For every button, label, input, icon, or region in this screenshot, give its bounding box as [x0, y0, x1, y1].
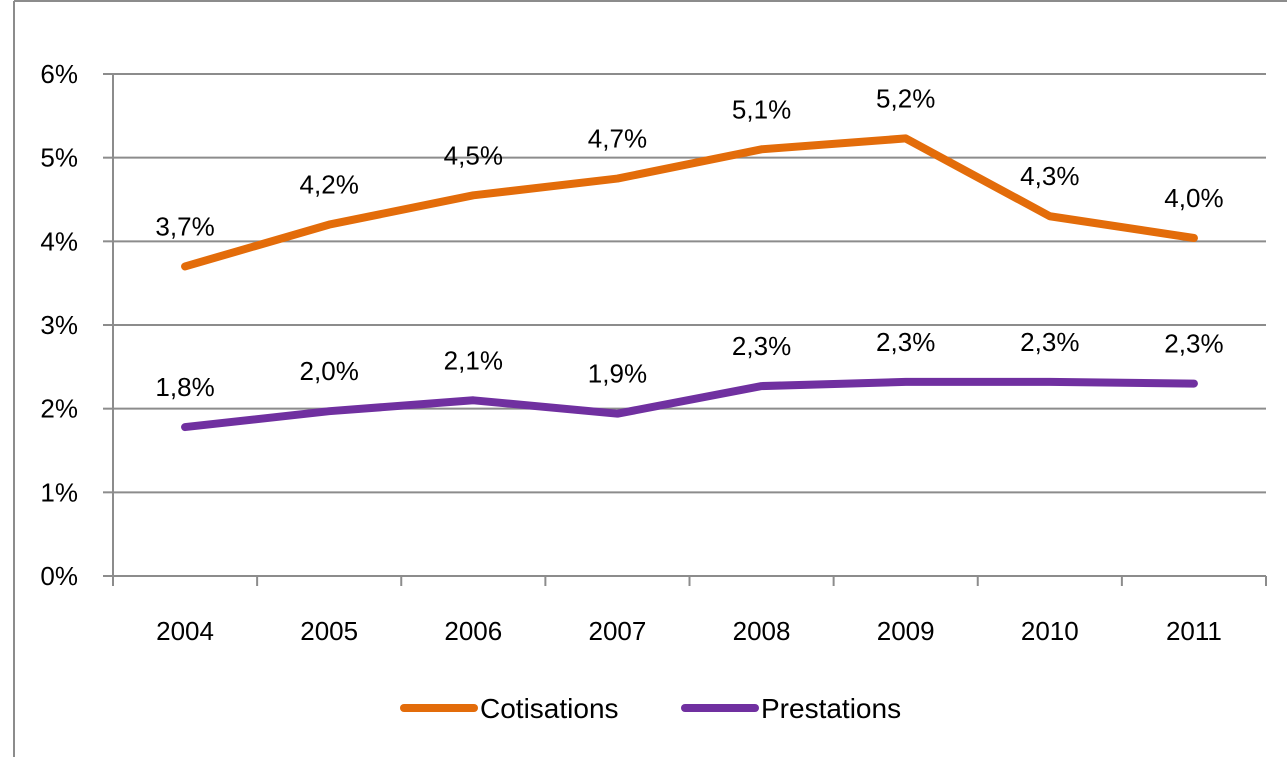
data-label-prestations-2006: 2,1%: [444, 345, 503, 375]
x-tick-label-2007: 2007: [589, 616, 647, 646]
legend: Cotisations Prestations: [400, 693, 901, 724]
y-tick-label: 1%: [40, 477, 78, 507]
x-tick-label-2005: 2005: [300, 616, 358, 646]
x-tick-label-2006: 2006: [444, 616, 502, 646]
series-line-cotisations: [181, 134, 1198, 271]
y-tick-label: 2%: [40, 394, 78, 424]
data-label-prestations-2011: 2,3%: [1164, 329, 1223, 359]
x-tick-label-2009: 2009: [877, 616, 935, 646]
series-line-prestations: [181, 377, 1198, 432]
data-label-cotisations-2007: 4,7%: [588, 124, 647, 154]
data-label-cotisations-2010: 4,3%: [1020, 161, 1079, 191]
y-tick-label: 5%: [40, 143, 78, 173]
x-tick-label-2004: 2004: [156, 616, 214, 646]
data-label-prestations-2008: 2,3%: [732, 331, 791, 361]
data-label-cotisations-2006: 4,5%: [444, 140, 503, 170]
legend-label-cotisations: Cotisations: [480, 693, 619, 724]
y-tick-label: 3%: [40, 310, 78, 340]
y-tick-label: 0%: [40, 561, 78, 591]
y-tick-label: 6%: [40, 59, 78, 89]
axes: 0% 1% 2% 3% 4% 5% 6% 2004 2005 2006 2007 2008 2009 20…: [40, 59, 1267, 646]
data-label-prestations-2007: 1,9%: [588, 359, 647, 389]
data-label-cotisations-2008: 5,1%: [732, 94, 791, 124]
x-tick-label-2010: 2010: [1021, 616, 1079, 646]
x-tick-label-2008: 2008: [733, 616, 791, 646]
data-label-prestations-2010: 2,3%: [1020, 327, 1079, 357]
gridlines: [113, 73, 1266, 494]
series-lines: [181, 134, 1198, 432]
data-label-cotisations-2011: 4,0%: [1164, 183, 1223, 213]
x-tick-label-2011: 2011: [1166, 616, 1222, 646]
data-labels: 3,7% 4,2% 4,5% 4,7% 5,1% 5,2% 4,3% 4,0% 1,8% 2,0%…: [155, 83, 1223, 402]
data-label-prestations-2005: 2,0%: [300, 356, 359, 386]
legend-label-prestations: Prestations: [761, 693, 901, 724]
data-label-cotisations-2009: 5,2%: [876, 83, 935, 113]
data-label-prestations-2004: 1,8%: [155, 372, 214, 402]
y-tick-label: 4%: [40, 226, 78, 256]
data-label-cotisations-2005: 4,2%: [300, 170, 359, 200]
data-label-cotisations-2004: 3,7%: [155, 211, 214, 241]
data-label-prestations-2009: 2,3%: [876, 327, 935, 357]
